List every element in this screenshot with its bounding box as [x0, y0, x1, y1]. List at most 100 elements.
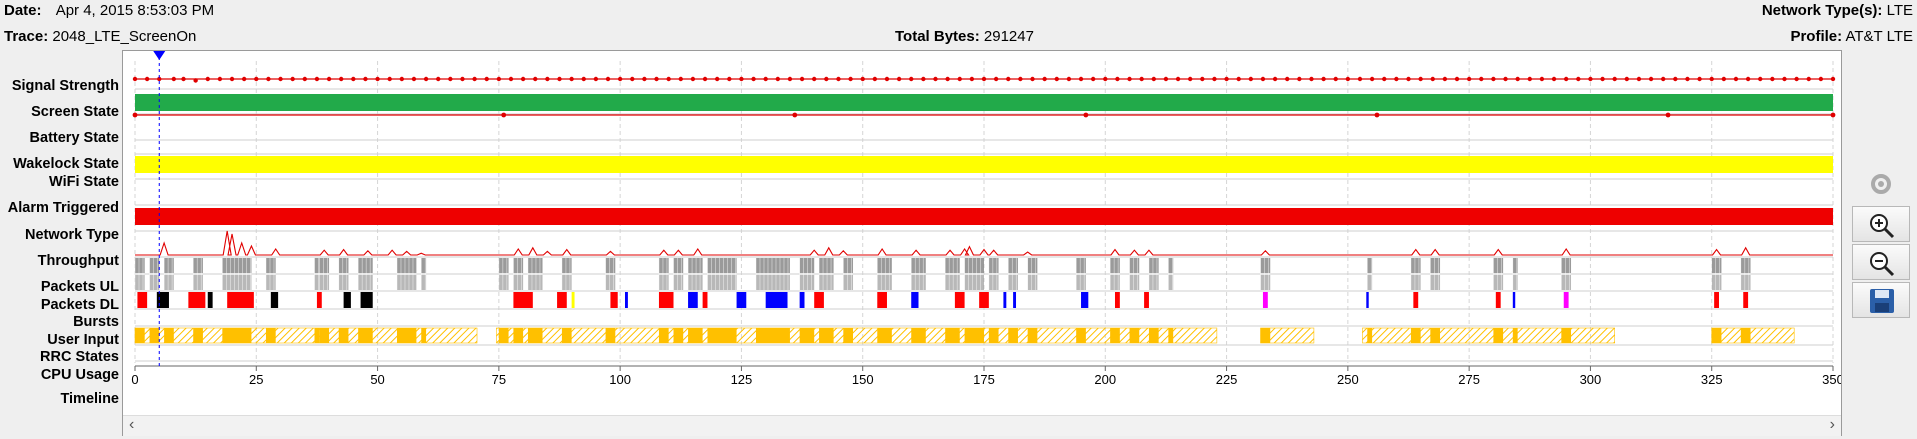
signal-point: [217, 76, 223, 82]
signal-point: [812, 76, 817, 82]
packet-ul-mark: [1129, 258, 1140, 273]
signal-point: [630, 76, 635, 82]
signal-point: [1661, 76, 1666, 82]
packet-ul-mark: [1740, 258, 1751, 273]
zoom-out-button[interactable]: [1852, 244, 1910, 280]
refresh-button[interactable]: [1852, 166, 1910, 202]
rrc-active-mark: [149, 328, 160, 343]
signal-point: [1175, 76, 1181, 82]
row-label-rrc: RRC States: [40, 349, 119, 365]
burst-mark: [1743, 292, 1749, 308]
rrc-active-mark: [1740, 328, 1751, 343]
horizontal-scrollbar[interactable]: ‹ ›: [123, 415, 1841, 436]
signal-point: [460, 76, 465, 82]
timeline-tick-label: 200: [1094, 372, 1116, 387]
signal-point: [872, 76, 878, 82]
packet-ul-mark: [605, 258, 616, 273]
signal-point: [448, 76, 453, 82]
timeline-tick-label: 275: [1458, 372, 1480, 387]
signal-point: [472, 76, 477, 82]
signal-point: [241, 76, 247, 82]
packet-dl-mark: [673, 275, 684, 290]
signal-point: [605, 76, 611, 82]
signal-point: [205, 76, 210, 82]
timeline-tick-label: 25: [249, 372, 263, 387]
scroll-right-icon[interactable]: ›: [1829, 416, 1835, 433]
burst-mark: [1413, 292, 1419, 308]
date-info: Date: Apr 4, 2015 8:53:03 PM: [4, 2, 214, 19]
packet-ul-mark: [988, 258, 999, 273]
signal-point: [1794, 76, 1799, 82]
packet-dl-mark: [1260, 275, 1271, 290]
packet-ul-mark: [1493, 258, 1504, 273]
date-value: Apr 4, 2015 8:53:03 PM: [55, 2, 215, 19]
packet-dl-mark: [819, 275, 834, 290]
burst-mark: [1013, 292, 1017, 308]
signal-point: [836, 76, 841, 82]
packet-ul-mark: [755, 258, 790, 273]
packet-dl-mark: [945, 275, 960, 290]
profile-info: Profile: AT&T LTE: [1790, 28, 1913, 45]
packet-ul-mark: [319, 258, 330, 273]
signal-point: [1078, 76, 1084, 82]
packet-ul-mark: [358, 258, 373, 273]
rrc-active-mark: [1129, 328, 1140, 343]
packet-ul-mark: [1561, 258, 1572, 273]
zoom-in-button[interactable]: [1852, 206, 1910, 242]
packet-ul-mark: [1148, 258, 1159, 273]
timeline-tick-label: 75: [492, 372, 506, 387]
packet-dl-mark: [605, 275, 616, 290]
packet-dl-mark: [513, 275, 524, 290]
signal-point: [1636, 76, 1642, 82]
signal-point: [1539, 76, 1545, 82]
signal-point: [557, 76, 562, 82]
signal-point: [896, 76, 902, 82]
signal-point: [1491, 76, 1496, 82]
trace-timeline-chart[interactable]: 0 25 50 75 100 125 150 175 200 225 250 275 300 325 350: [123, 51, 1841, 415]
row-label-wakelock: Wakelock State: [13, 156, 119, 172]
row-label-network: Network Type: [24, 227, 119, 243]
packet-dl-mark: [561, 275, 572, 290]
scroll-left-icon[interactable]: ‹: [129, 416, 135, 433]
packet-ul-mark: [1168, 258, 1174, 273]
signal-point: [1479, 76, 1484, 82]
signal-point: [1673, 76, 1678, 82]
burst-mark: [702, 292, 708, 308]
packet-ul-mark: [513, 258, 524, 273]
wifi-state-bar: [135, 156, 1833, 173]
packet-dl-mark: [1076, 275, 1086, 290]
signal-point: [617, 76, 623, 82]
packet-ul-mark: [1430, 258, 1441, 273]
network-type-bar: [135, 208, 1833, 225]
signal-point: [727, 76, 732, 82]
burst-mark: [156, 292, 169, 308]
packet-dl-mark: [1367, 275, 1373, 290]
rrc-active-mark: [164, 328, 174, 343]
network-types-label: Network Type(s):: [1761, 2, 1883, 19]
timeline-tick-label: 125: [731, 372, 753, 387]
trace-info: Trace: 2048_LTE_ScreenOn: [4, 28, 196, 45]
signal-point: [1466, 76, 1472, 82]
packet-dl-mark: [843, 275, 854, 290]
signal-point: [1151, 76, 1157, 82]
packet-dl-mark: [1512, 275, 1518, 290]
rrc-active-mark: [421, 328, 427, 343]
signal-point: [1709, 76, 1714, 82]
burst-mark: [188, 292, 206, 308]
signal-point: [1333, 76, 1338, 82]
signal-point: [1054, 76, 1059, 82]
save-button[interactable]: [1852, 282, 1910, 318]
packet-dl-mark: [265, 275, 276, 290]
timeline-tick-label: 250: [1337, 372, 1359, 387]
row-label-alarm: Alarm Triggered: [7, 200, 119, 216]
trace-chart-panel[interactable]: 0 25 50 75 100 125 150 175 200 225 250 275 300 325 350…: [122, 50, 1842, 436]
burst-mark: [513, 292, 533, 308]
packet-ul-mark: [799, 258, 815, 273]
signal-point: [1418, 76, 1423, 82]
rrc-active-mark: [1008, 328, 1018, 343]
signal-point: [1758, 76, 1763, 82]
signal-point: [593, 76, 599, 82]
burst-mark: [557, 292, 567, 308]
burst-mark: [610, 292, 618, 308]
burst-mark: [688, 292, 698, 308]
